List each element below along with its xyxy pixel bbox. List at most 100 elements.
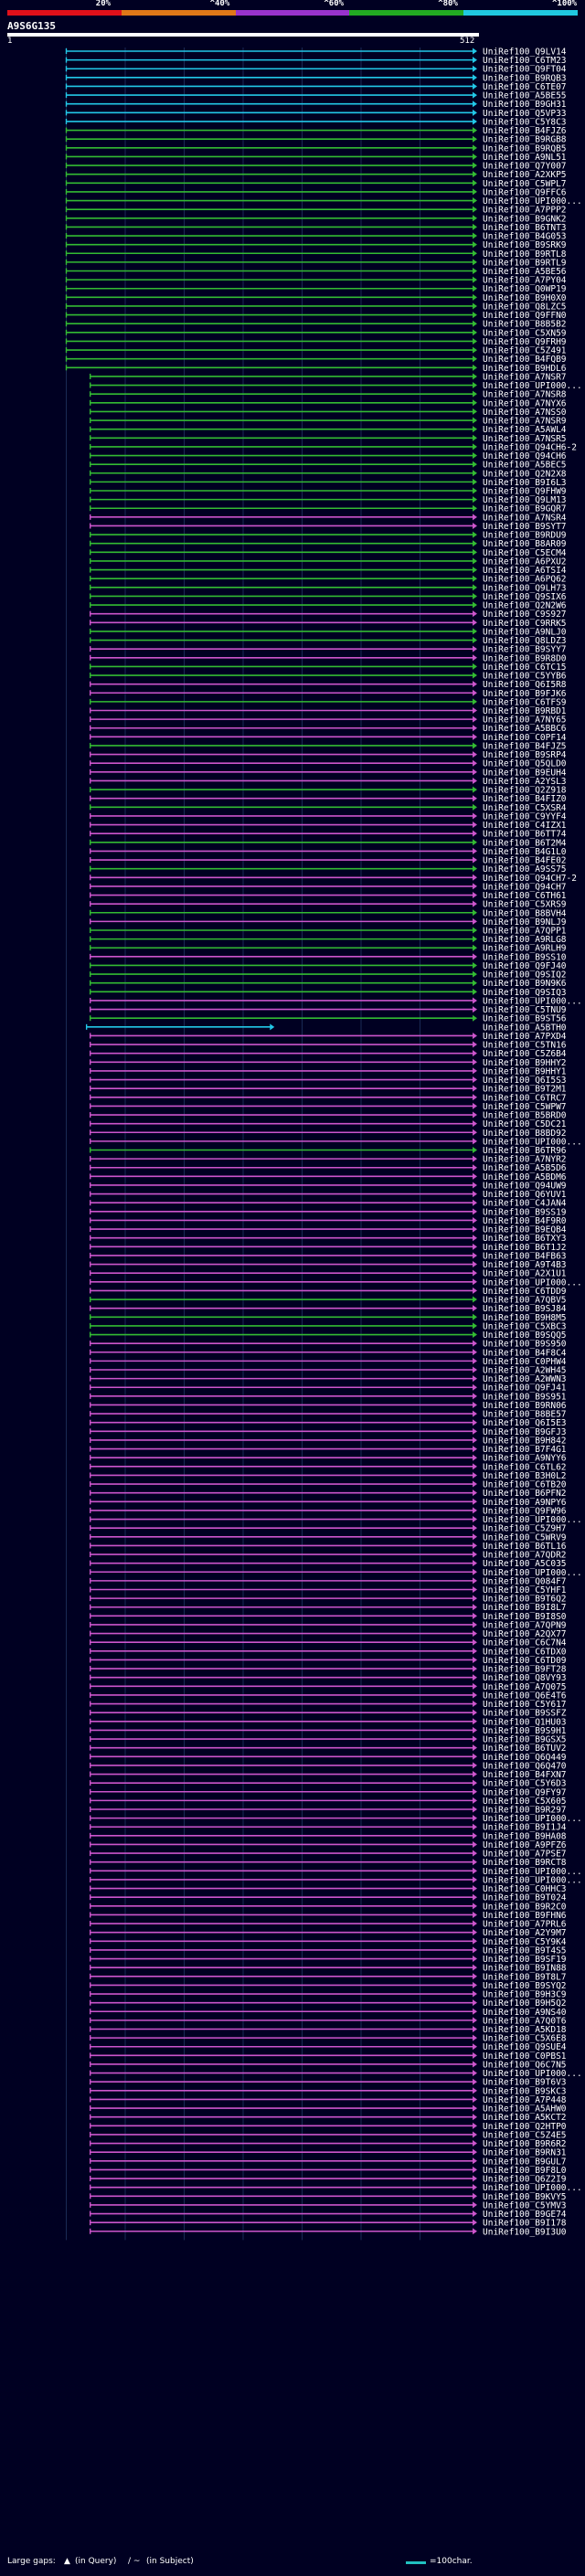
hit-label[interactable]: UniRef100_A5B5D6	[483, 1163, 567, 1173]
hit-label[interactable]: UniRef100_A7NSS0	[483, 408, 567, 418]
hit-label[interactable]: UniRef100_UPI000...	[483, 996, 582, 1006]
hit-label[interactable]: UniRef100_B9HHY2	[483, 1058, 567, 1068]
hit-label[interactable]: UniRef100_B9S9H1	[483, 1726, 567, 1736]
hit-label[interactable]: UniRef100_Q9SIX6	[483, 592, 567, 602]
hit-label[interactable]: UniRef100_B9SS19	[483, 1207, 567, 1217]
hit-label[interactable]: UniRef100_C5Y8C3	[483, 117, 567, 127]
hit-label[interactable]: UniRef100_B9I1J4	[483, 1823, 567, 1833]
hit-label[interactable]: UniRef100_A9T4B3	[483, 1260, 567, 1270]
hit-label[interactable]: UniRef100_B9T6Q2	[483, 1595, 567, 1605]
hit-label[interactable]: UniRef100_Q9SUE4	[483, 2042, 567, 2052]
hit-label[interactable]: UniRef100_C6TFS9	[483, 697, 567, 707]
hit-label[interactable]: UniRef100_A7NSR7	[483, 372, 567, 382]
hit-label[interactable]: UniRef100_C6TRC7	[483, 1093, 567, 1103]
hit-label[interactable]: UniRef100_A7PRL6	[483, 1920, 567, 1930]
hit-label[interactable]: UniRef100_A7QBV5	[483, 1296, 567, 1306]
hit-label[interactable]: UniRef100_A7Q0T6	[483, 2016, 567, 2026]
hit-label[interactable]: UniRef100_A9NS40	[483, 2008, 567, 2018]
hit-label[interactable]: UniRef100_B9R297	[483, 1806, 567, 1816]
hit-label[interactable]: UniRef100_A7NSR8	[483, 390, 567, 400]
hit-label[interactable]: UniRef100_B9ST56	[483, 1014, 567, 1024]
hit-label[interactable]: UniRef100_B9H842	[483, 1436, 567, 1446]
hit-label[interactable]: UniRef100_B8AR09	[483, 539, 567, 549]
hit-label[interactable]: UniRef100_B9FT28	[483, 1665, 567, 1675]
hit-label[interactable]: UniRef100_B9GFJ3	[483, 1427, 567, 1437]
hit-label[interactable]: UniRef100_Q5VP33	[483, 109, 567, 119]
hit-label[interactable]: UniRef100_C9S927	[483, 610, 567, 620]
hit-label[interactable]: UniRef100_B9SKC3	[483, 2086, 567, 2096]
hit-label[interactable]: UniRef100_Q6Q470	[483, 1761, 567, 1771]
hit-label[interactable]: UniRef100_Q9FRH9	[483, 337, 567, 347]
hit-label[interactable]: UniRef100_B9GQR7	[483, 504, 567, 514]
hit-label[interactable]: UniRef100_C5TN16	[483, 1041, 567, 1051]
hit-label[interactable]: UniRef100_B9RBD1	[483, 706, 567, 716]
hit-label[interactable]: UniRef100_C5ECM4	[483, 548, 567, 558]
hit-label[interactable]: UniRef100_Q8LZC5	[483, 302, 567, 312]
hit-label[interactable]: UniRef100_Q8VY93	[483, 1673, 567, 1683]
hit-label[interactable]: UniRef100_A2WH45	[483, 1366, 567, 1376]
hit-label[interactable]: UniRef100_A5AHW0	[483, 2104, 567, 2115]
hit-label[interactable]: UniRef100_A9RLG8	[483, 935, 567, 945]
hit-label[interactable]: UniRef100_B4FB63	[483, 1251, 567, 1261]
hit-label[interactable]: UniRef100_Q1HU03	[483, 1717, 567, 1727]
hit-label[interactable]: UniRef100_Q9FW96	[483, 1506, 567, 1516]
hit-label[interactable]: UniRef100_Q9FFN0	[483, 311, 567, 321]
hit-label[interactable]: UniRef100_Q084F7	[483, 1576, 567, 1586]
hit-label[interactable]: UniRef100_A6PXU2	[483, 557, 567, 567]
hit-label[interactable]: UniRef100_C9RRK5	[483, 619, 567, 629]
hit-label[interactable]: UniRef100_Q9FJ41	[483, 1383, 567, 1394]
hit-label[interactable]: UniRef100_Q9FJ40	[483, 961, 567, 971]
hit-label[interactable]: UniRef100_B4FIZ0	[483, 794, 567, 804]
hit-label[interactable]: UniRef100_B4F8C4	[483, 1348, 567, 1358]
hit-label[interactable]: UniRef100_B6TL16	[483, 1542, 567, 1552]
hit-label[interactable]: UniRef100_B6T1J2	[483, 1243, 567, 1253]
hit-label[interactable]: UniRef100_B9H3C9	[483, 1990, 567, 2000]
hit-label[interactable]: UniRef100_UPI000...	[483, 196, 582, 207]
hit-label[interactable]: UniRef100_C0HHC3	[483, 1884, 567, 1894]
hit-label[interactable]: UniRef100_UPI000...	[483, 1137, 582, 1147]
hit-label[interactable]: UniRef100_B9T6V3	[483, 2078, 567, 2088]
hit-label[interactable]: UniRef100_Q6YUV1	[483, 1190, 567, 1200]
hit-label[interactable]: UniRef100_A7PY04	[483, 276, 567, 286]
hit-label[interactable]: UniRef100_C6TB20	[483, 1480, 567, 1490]
hit-label[interactable]: UniRef100_B9GE74	[483, 2210, 567, 2220]
hit-label[interactable]: UniRef100_A7NY65	[483, 716, 567, 726]
hit-label[interactable]: UniRef100_Q2HTP0	[483, 2122, 567, 2132]
hit-label[interactable]: UniRef100_Q8LDZ3	[483, 636, 567, 646]
hit-label[interactable]: UniRef100_C6TDX0	[483, 1647, 567, 1657]
hit-label[interactable]: UniRef100_C6C7N4	[483, 1638, 567, 1648]
hit-label[interactable]: UniRef100_C9YYF4	[483, 811, 567, 822]
hit-label[interactable]: UniRef100_B6TXY3	[483, 1234, 567, 1244]
hit-label[interactable]: UniRef100_A9NLJ0	[483, 627, 567, 637]
hit-label[interactable]: UniRef100_A9NL51	[483, 153, 567, 163]
hit-label[interactable]: UniRef100_A5C035	[483, 1559, 567, 1569]
hit-label[interactable]: UniRef100_B9SJ84	[483, 1304, 567, 1314]
hit-label[interactable]: UniRef100_Q9FT04	[483, 65, 567, 75]
hit-label[interactable]: UniRef100_Q94UW9	[483, 1181, 567, 1191]
hit-label[interactable]: UniRef100_Q9LH73	[483, 583, 567, 593]
hit-label[interactable]: UniRef100_B6TT74	[483, 830, 567, 840]
hit-label[interactable]: UniRef100_A5KD18	[483, 2025, 567, 2035]
hit-label[interactable]: UniRef100_A7P448	[483, 2095, 567, 2105]
hit-label[interactable]: UniRef100_B4G053	[483, 232, 567, 242]
hit-label[interactable]: UniRef100_B9T4S5	[483, 1945, 567, 1956]
hit-label[interactable]: UniRef100_B9I8S0	[483, 1612, 567, 1622]
hit-label[interactable]: UniRef100_Q6I5S3	[483, 1076, 567, 1086]
hit-label[interactable]: UniRef100_A2YSL3	[483, 777, 567, 787]
hit-label[interactable]: UniRef100_Q0WP19	[483, 284, 567, 294]
hit-label[interactable]: UniRef100_B8B5B2	[483, 320, 567, 330]
hit-label[interactable]: UniRef100_C0PBS1	[483, 2051, 567, 2062]
hit-label[interactable]: UniRef100_UPI000...	[483, 2183, 582, 2193]
hit-label[interactable]: UniRef100_A2WWN3	[483, 1374, 567, 1384]
hit-label[interactable]: UniRef100_A5BBC6	[483, 724, 567, 734]
hit-label[interactable]: UniRef100_C5Z9H7	[483, 1524, 567, 1534]
hit-label[interactable]: UniRef100_B9GNK2	[483, 214, 567, 224]
hit-label[interactable]: UniRef100_Q6Q449	[483, 1753, 567, 1763]
hit-label[interactable]: UniRef100_UPI000...	[483, 1875, 582, 1885]
hit-label[interactable]: UniRef100_Q2N2W6	[483, 601, 567, 611]
hit-label[interactable]: UniRef100_A5AWL4	[483, 425, 567, 435]
hit-label[interactable]: UniRef100_B9SRP4	[483, 750, 567, 760]
hit-label[interactable]: UniRef100_A7PSE7	[483, 1850, 567, 1860]
hit-label[interactable]: UniRef100_C4IZX1	[483, 821, 567, 831]
hit-label[interactable]: UniRef100_A9RLH9	[483, 944, 567, 954]
